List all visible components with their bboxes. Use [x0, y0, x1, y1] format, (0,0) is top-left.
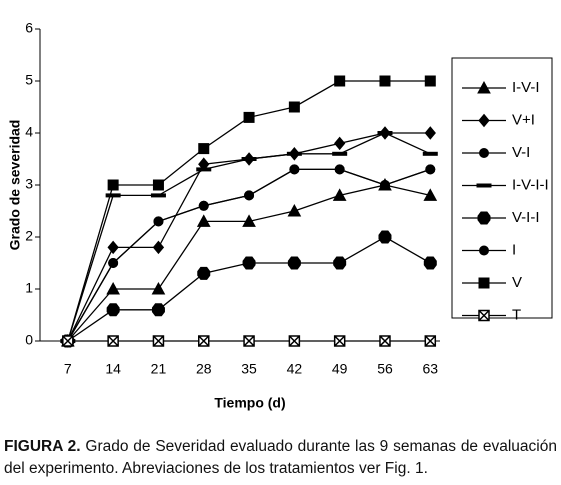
x-tick-label: 14	[105, 361, 121, 377]
y-axis-title: Grado de severidad	[7, 120, 23, 251]
legend-label: V-I	[512, 144, 530, 161]
data-point	[150, 193, 166, 198]
legend-box	[451, 57, 553, 319]
legend-label: I-V-I	[512, 79, 540, 96]
data-point	[287, 256, 301, 270]
y-tick-label: 2	[25, 228, 33, 244]
x-axis-title: Tiempo (d)	[214, 395, 285, 411]
x-tick-label: 42	[287, 361, 303, 377]
legend-marker	[479, 148, 489, 158]
legend-marker	[478, 113, 490, 128]
legend-label: I-V-I-I	[512, 176, 549, 193]
data-point	[196, 167, 212, 172]
data-point	[152, 240, 165, 255]
data-point	[241, 157, 257, 161]
data-point	[243, 335, 255, 347]
y-tick-label: 3	[25, 176, 33, 192]
data-point	[62, 335, 74, 347]
data-point	[424, 335, 437, 347]
data-point	[198, 143, 210, 155]
x-tick-label: 35	[241, 361, 257, 377]
data-point	[151, 281, 166, 295]
data-point	[423, 256, 437, 270]
data-point	[153, 216, 164, 227]
data-point	[288, 101, 300, 113]
x-tick-label: 28	[196, 361, 212, 377]
data-point	[106, 303, 120, 317]
data-point	[379, 75, 391, 87]
legend-marker	[478, 277, 490, 289]
data-point	[424, 126, 436, 140]
x-tick-label: 21	[151, 361, 167, 377]
data-point	[242, 256, 256, 270]
data-point	[152, 179, 164, 191]
data-point	[151, 303, 165, 317]
data-point	[107, 335, 119, 347]
y-tick-label: 4	[25, 124, 33, 140]
legend-label: V+I	[512, 111, 535, 128]
data-point	[105, 193, 121, 198]
caption-label: FIGURA 2.	[4, 438, 81, 455]
legend-marker	[476, 183, 492, 188]
legend-label: T	[512, 306, 521, 323]
data-point	[243, 111, 255, 123]
data-point	[332, 188, 347, 201]
data-point	[198, 335, 210, 347]
y-tick-label: 6	[25, 20, 33, 36]
legend-marker	[477, 80, 491, 94]
data-point	[425, 164, 436, 175]
data-point	[379, 180, 390, 190]
data-point	[424, 75, 436, 87]
data-point	[287, 203, 302, 217]
data-point	[286, 151, 302, 156]
legend-marker	[477, 211, 491, 225]
data-point	[379, 335, 391, 347]
data-point	[334, 164, 345, 175]
data-point	[334, 136, 346, 151]
y-tick-label: 5	[25, 72, 33, 88]
x-tick-label: 56	[377, 361, 393, 377]
data-point	[423, 188, 438, 201]
data-point	[332, 151, 348, 156]
data-point	[242, 214, 256, 227]
data-point	[152, 335, 165, 347]
data-point	[378, 230, 392, 244]
data-point	[107, 240, 119, 255]
data-point	[197, 266, 211, 280]
data-point	[377, 131, 393, 135]
caption: FIGURA 2. Grado de Severidad evaluado du…	[4, 436, 557, 480]
legend-label: V	[512, 274, 522, 291]
legend-marker	[479, 245, 489, 256]
data-point	[334, 75, 346, 87]
data-point	[108, 258, 119, 268]
x-tick-label: 7	[64, 361, 72, 377]
y-tick-label: 0	[25, 332, 33, 348]
x-tick-label: 63	[423, 361, 439, 377]
data-point	[107, 179, 119, 191]
data-point	[106, 281, 120, 295]
caption-text: Grado de Severidad evaluado durante las …	[4, 438, 557, 477]
legend-label: V-I-I	[512, 209, 540, 226]
data-point	[288, 335, 301, 347]
data-point	[333, 335, 346, 347]
data-point	[422, 151, 438, 156]
data-point	[289, 164, 300, 175]
x-tick-label: 49	[332, 361, 348, 377]
data-point	[333, 256, 347, 270]
data-point	[198, 200, 209, 211]
legend-label: I	[512, 241, 516, 258]
legend-marker	[478, 309, 490, 322]
data-point	[244, 190, 255, 201]
data-point	[196, 214, 211, 227]
y-tick-label: 1	[25, 280, 33, 296]
